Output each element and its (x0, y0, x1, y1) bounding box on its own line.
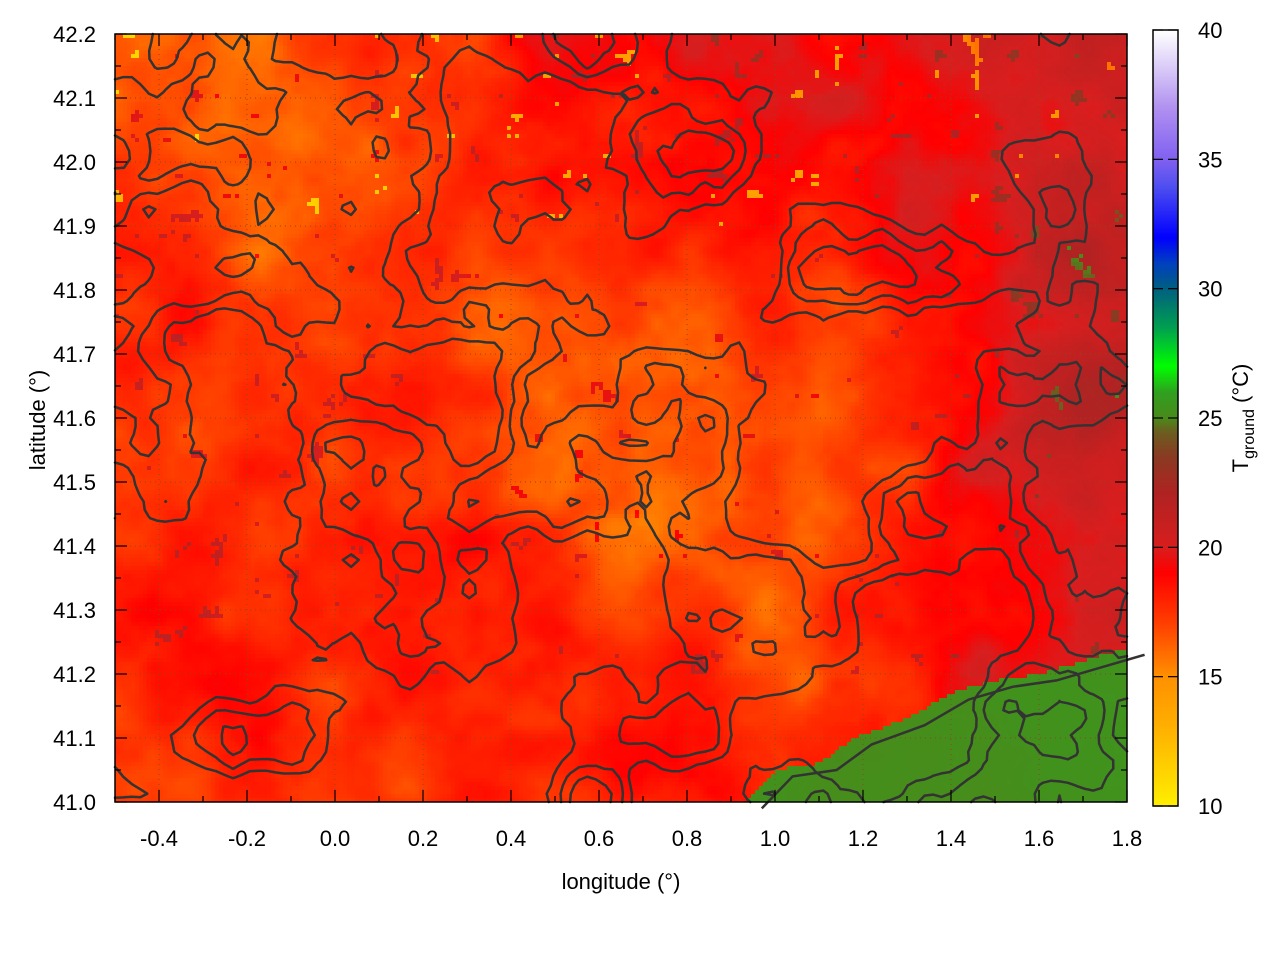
y-tick-label: 41.6 (53, 406, 96, 431)
colorbar-tick-label: 40 (1198, 18, 1222, 43)
y-tick-label: 42.0 (53, 150, 96, 175)
colorbar-tick-label: 10 (1198, 794, 1222, 819)
x-tick-label: 1.6 (1024, 826, 1055, 851)
x-tick-labels: -0.4 -0.2 0.0 0.2 0.4 0.6 0.8 1.0 1.2 1.4 1.6 1.8 (140, 826, 1142, 851)
contour-path (113, 32, 1129, 804)
x-tick-label: 0.0 (320, 826, 351, 851)
colorbar-tick-label: 15 (1198, 665, 1222, 690)
x-tick-label: 1.0 (760, 826, 791, 851)
x-tick-label: 0.2 (408, 826, 439, 851)
y-tick-label: 41.7 (53, 342, 96, 367)
grid-lines (115, 34, 1127, 802)
y-tick-label: 41.4 (53, 534, 96, 559)
colorbar-tick-label: 25 (1198, 406, 1222, 431)
y-tick-label: 42.1 (53, 86, 96, 111)
y-tick-label: 41.3 (53, 598, 96, 623)
x-tick-label: 1.4 (936, 826, 967, 851)
x-tick-label: 0.4 (496, 826, 527, 851)
colorbar-label-unit: (°C) (1228, 364, 1253, 409)
colorbar-label: Tground (°C) (1228, 364, 1258, 473)
x-tick-label: 1.2 (848, 826, 879, 851)
colorbar-tick-label: 35 (1198, 147, 1222, 172)
y-tick-label: 41.9 (53, 214, 96, 239)
axis-ticks (114, 29, 1178, 807)
y-tick-labels: 41.0 41.1 41.2 41.3 41.4 41.5 41.6 41.7 41.8 41.9… (53, 22, 96, 815)
y-tick-label: 42.2 (53, 22, 96, 47)
colorbar-label-sub: ground (1241, 409, 1258, 459)
y-axis-label: latitude (°) (25, 370, 50, 471)
coast-contour (760, 653, 1145, 810)
y-tick-label: 41.1 (53, 726, 96, 751)
contour-lines (113, 32, 1145, 810)
x-tick-label: 0.8 (672, 826, 703, 851)
colorbar-tick-label: 20 (1198, 535, 1222, 560)
x-tick-label: -0.4 (140, 826, 178, 851)
y-tick-label: 41.5 (53, 470, 96, 495)
x-tick-label: -0.2 (228, 826, 266, 851)
y-tick-label: 41.2 (53, 662, 96, 687)
x-tick-label: 0.6 (584, 826, 615, 851)
x-tick-label: 1.8 (1112, 826, 1143, 851)
x-axis-label: longitude (°) (562, 869, 681, 894)
y-tick-label: 41.0 (53, 790, 96, 815)
colorbar-tick-label: 30 (1198, 277, 1222, 302)
colorbar-label-main: T (1228, 459, 1253, 472)
y-tick-label: 41.8 (53, 278, 96, 303)
colorbar-tick-labels: 10 15 20 25 30 35 40 (1198, 18, 1222, 819)
